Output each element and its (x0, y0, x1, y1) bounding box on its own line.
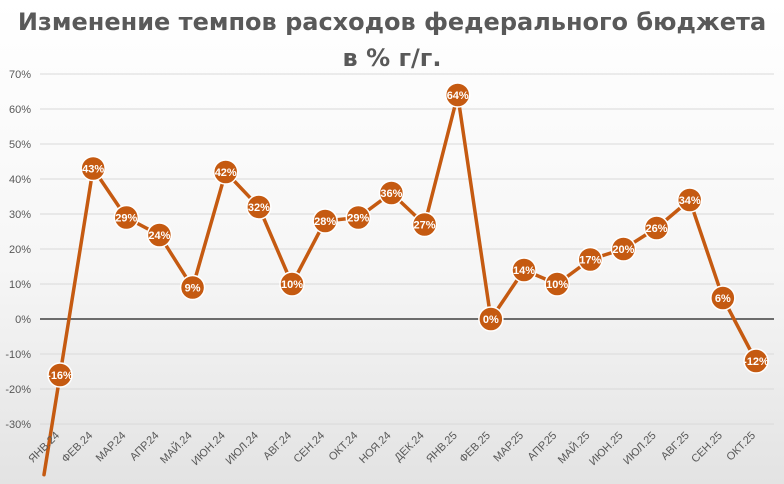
x-tick-label: ЯНВ.25 (424, 430, 460, 466)
x-tick-label: МАР.24 (94, 430, 129, 465)
data-label: 29% (347, 213, 369, 225)
data-point-marker (710, 285, 736, 311)
y-tick-label: 20% (9, 244, 31, 256)
data-point-marker (146, 222, 173, 248)
y-tick-label: 10% (9, 279, 31, 291)
x-tick-label: ИЮЛ.25 (621, 430, 659, 468)
y-tick-label: -30% (5, 419, 31, 431)
data-label: 29% (115, 213, 137, 225)
data-point-marker (113, 204, 140, 231)
x-tick-label: МАР.25 (491, 430, 526, 465)
series-line (42, 93, 758, 477)
data-label: 27% (414, 220, 436, 232)
x-tick-label: ОКТ.24 (327, 430, 361, 464)
y-tick-label: 70% (9, 69, 31, 81)
chart-title: Изменение темпов расходов федерального б… (17, 8, 767, 36)
data-point-marker (511, 257, 537, 283)
data-label: 14% (513, 265, 535, 277)
data-point-marker (212, 159, 239, 185)
gridlines (40, 73, 774, 425)
data-label: 43% (82, 164, 104, 176)
data-label: 9% (185, 283, 201, 295)
x-tick-label: ФЕВ.24 (60, 430, 96, 466)
data-point-marker (676, 187, 703, 213)
x-tick-label: ФЕВ.25 (457, 430, 493, 466)
x-tick-label: АПР.25 (526, 430, 560, 464)
chart-subtitle: в % г/г. (342, 44, 442, 72)
data-point-marker (312, 208, 338, 234)
x-tick-label: МАЙ.24 (157, 429, 194, 466)
data-point-marker (80, 155, 106, 182)
x-tick-label: МАЙ.25 (555, 429, 592, 466)
y-tick-label: 30% (9, 209, 31, 221)
data-label: 0% (483, 314, 499, 326)
data-label: 6% (715, 293, 731, 305)
x-tick-label: СЕН.24 (292, 430, 328, 466)
data-point-marker (279, 271, 305, 297)
data-label: 26% (646, 223, 668, 235)
x-tick-label: АПР.24 (128, 430, 162, 464)
data-point-marker (544, 271, 570, 297)
data-point-marker (47, 362, 73, 388)
data-label: 17% (579, 255, 601, 267)
data-markers: -16% 43% 29% 24% 9% 42% 32% 10% 28% 29% 36% 27% 64% 0… (47, 82, 769, 388)
x-tick-label: ИЮЛ.24 (223, 430, 261, 468)
x-tick-label: НОЯ.24 (357, 430, 393, 466)
x-tick-label: АВГ.24 (261, 430, 294, 463)
data-point-marker (643, 215, 670, 241)
x-tick-label: ЯНВ.24 (26, 430, 62, 466)
data-label: 10% (546, 279, 568, 291)
data-point-marker (345, 204, 372, 231)
data-point-marker (179, 274, 206, 301)
data-label: 24% (148, 230, 170, 242)
y-tick-label: 0% (15, 314, 31, 326)
data-label: 34% (679, 195, 701, 207)
series-polyline (42, 93, 758, 477)
data-label: -12% (743, 356, 769, 368)
x-tick-label: ИЮН.24 (189, 430, 227, 468)
y-axis-labels: 70% 60% 50% 40% 30% 20% 10% 0% -10% -20% -30% (5, 69, 31, 431)
y-tick-label: 60% (9, 104, 31, 116)
x-tick-label: ОКТ.25 (724, 430, 758, 464)
x-tick-label: СЕН.25 (689, 430, 725, 466)
data-point-marker (577, 246, 604, 273)
x-tick-label: АВГ.25 (659, 430, 692, 463)
data-point-marker (743, 348, 769, 374)
y-tick-label: -10% (5, 349, 31, 361)
data-label: 32% (248, 202, 270, 214)
data-point-marker (444, 82, 471, 108)
y-tick-label: 40% (9, 174, 31, 186)
data-label: 64% (447, 90, 469, 102)
data-label: 28% (314, 216, 336, 228)
x-tick-label: ДЕК.24 (392, 430, 426, 464)
data-label: 36% (380, 188, 402, 200)
data-point-marker (478, 306, 504, 332)
data-label: 42% (215, 167, 237, 179)
data-label: 20% (612, 244, 634, 256)
data-point-marker (610, 236, 637, 262)
data-point-marker (411, 211, 438, 238)
data-point-marker (378, 180, 405, 206)
x-tick-label: ИЮН.25 (587, 430, 625, 468)
data-label: -16% (47, 370, 73, 382)
data-label: 10% (281, 279, 303, 291)
y-tick-label: 50% (9, 139, 31, 151)
y-tick-label: -20% (5, 384, 31, 396)
data-point-marker (246, 194, 272, 220)
